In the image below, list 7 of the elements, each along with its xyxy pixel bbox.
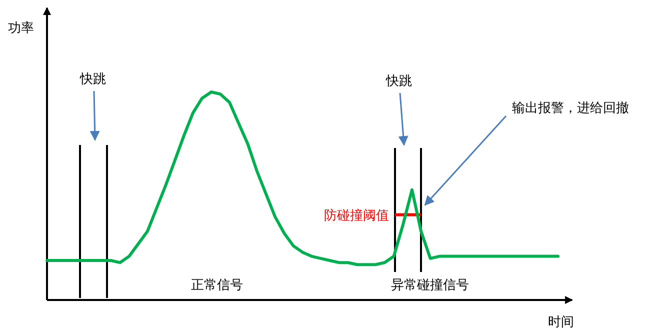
annotation: 正常信号 xyxy=(191,277,243,292)
ylabel: 功率 xyxy=(8,20,34,35)
annotation: 快跳 xyxy=(386,73,412,88)
annotation: 输出报警，进给回撤 xyxy=(512,100,629,115)
annotation: 快跳 xyxy=(80,71,106,86)
annotation: 异常碰撞信号 xyxy=(391,277,469,292)
xlabel: 时间 xyxy=(548,314,574,329)
